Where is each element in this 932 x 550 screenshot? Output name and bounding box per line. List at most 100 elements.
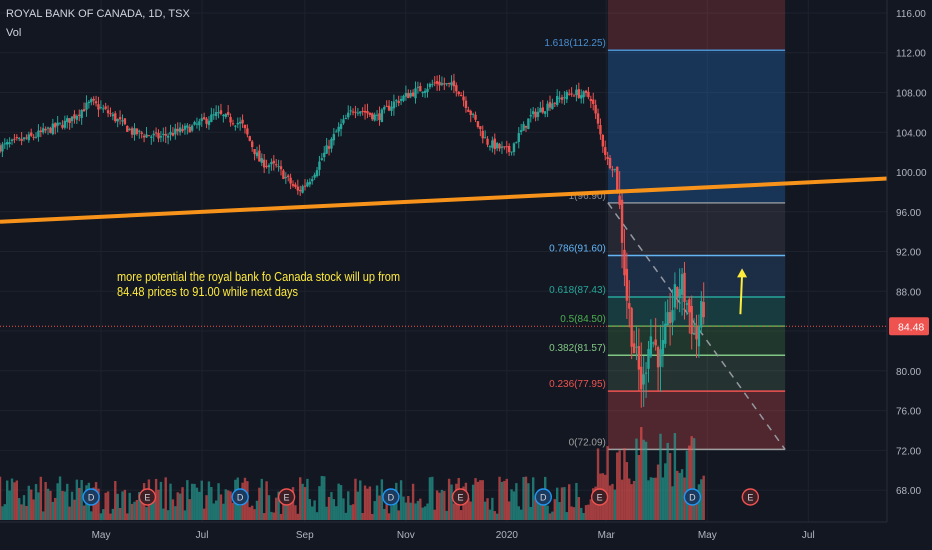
candle-body	[464, 100, 468, 108]
candle-body	[207, 120, 211, 126]
candle-body	[212, 114, 215, 116]
volume-bar	[452, 503, 456, 520]
volume-bar	[183, 510, 187, 520]
volume-bar	[111, 508, 115, 520]
candle-body	[594, 104, 597, 114]
candle-body	[18, 138, 21, 140]
volume-bar	[503, 480, 506, 520]
volume-bar	[445, 510, 448, 520]
volume-bar	[443, 490, 446, 520]
earnings-marker-label: E	[284, 493, 290, 503]
dividend-marker-label: D	[689, 493, 696, 503]
candle-body	[214, 112, 218, 117]
volume-bar	[186, 480, 189, 520]
volume-bar	[640, 427, 643, 520]
volume-bar	[649, 477, 653, 520]
volume-bar	[34, 484, 38, 520]
candle-body	[510, 151, 513, 153]
candle-body	[385, 106, 388, 108]
candle-body	[222, 114, 225, 116]
volume-bar	[250, 505, 254, 520]
volume-bar	[407, 495, 410, 520]
volume-bar	[332, 499, 336, 520]
candle-body	[39, 130, 43, 133]
candle-body	[34, 136, 38, 138]
volume-bar	[121, 491, 124, 520]
candle-body	[601, 134, 605, 147]
volume-bar	[164, 477, 167, 520]
volume-bar	[126, 513, 129, 520]
candle-body	[599, 125, 602, 135]
volume-bar	[279, 513, 283, 520]
volume-bar	[630, 484, 633, 520]
candle-body	[543, 111, 547, 114]
candle-body	[313, 174, 316, 178]
candle-body	[361, 110, 364, 112]
earnings-marker-label: E	[747, 493, 753, 503]
candle-body	[688, 299, 691, 313]
volume-bar	[248, 507, 251, 520]
volume-bar	[178, 493, 182, 520]
candle-body	[471, 113, 475, 115]
candle-body	[356, 112, 360, 114]
volume-bar	[282, 499, 285, 520]
volume-bar	[700, 479, 703, 520]
candle-body	[311, 179, 314, 182]
dividend-marker-label: D	[237, 493, 244, 503]
candle-body	[258, 150, 261, 162]
candle-body	[529, 115, 532, 117]
volume-bar	[61, 490, 64, 520]
candle-body	[541, 107, 544, 113]
candle-body	[371, 113, 374, 120]
volume-bar	[467, 497, 470, 520]
volume-bar	[313, 500, 316, 520]
volume-bar	[207, 481, 211, 520]
volume-bar	[18, 498, 21, 520]
candle-body	[159, 136, 163, 138]
price-axis-tick-label: 80.00	[896, 367, 921, 378]
volume-bar	[522, 476, 525, 520]
volume-bar	[606, 446, 609, 520]
candle-body	[116, 118, 119, 122]
volume-bar	[138, 492, 141, 520]
candle-body	[683, 272, 686, 303]
volume-bar	[628, 478, 631, 520]
volume-bar	[702, 475, 705, 520]
earnings-marker-label: E	[144, 493, 150, 503]
candle-body	[359, 111, 362, 114]
candle-body	[517, 133, 520, 142]
volume-bar	[387, 513, 391, 520]
candle-body	[299, 190, 302, 192]
volume-bar	[13, 482, 16, 520]
volume-bar	[270, 511, 273, 520]
candle-body	[503, 146, 506, 148]
candle-body	[700, 301, 703, 328]
volume-bar	[15, 480, 19, 520]
volume-bar	[260, 478, 263, 520]
fib-zone-0.382	[607, 355, 786, 392]
volume-bar	[435, 490, 439, 520]
time-axis-bg	[0, 522, 932, 550]
candle-body	[63, 120, 67, 128]
candle-body	[575, 89, 578, 96]
candle-body	[373, 114, 376, 121]
price-axis-tick-label: 76.00	[896, 407, 921, 418]
volume-bar	[680, 469, 684, 520]
candle-body	[568, 93, 571, 95]
candle-body	[438, 81, 441, 86]
annotation-text: more potential the royal bank fo Canada …	[117, 270, 400, 300]
candle-body	[570, 93, 573, 95]
volume-bar	[162, 508, 165, 520]
volume-bar	[531, 477, 535, 520]
candle-body	[539, 108, 542, 113]
volume-bar	[337, 483, 340, 520]
volume-bar	[198, 491, 201, 520]
volume-bar	[404, 502, 408, 520]
candle-body	[592, 99, 595, 105]
volume-bar	[22, 495, 26, 520]
candle-body	[265, 165, 268, 167]
fib-zone-0.786	[607, 255, 786, 297]
candle-body	[150, 136, 153, 138]
volume-bar	[301, 483, 304, 520]
